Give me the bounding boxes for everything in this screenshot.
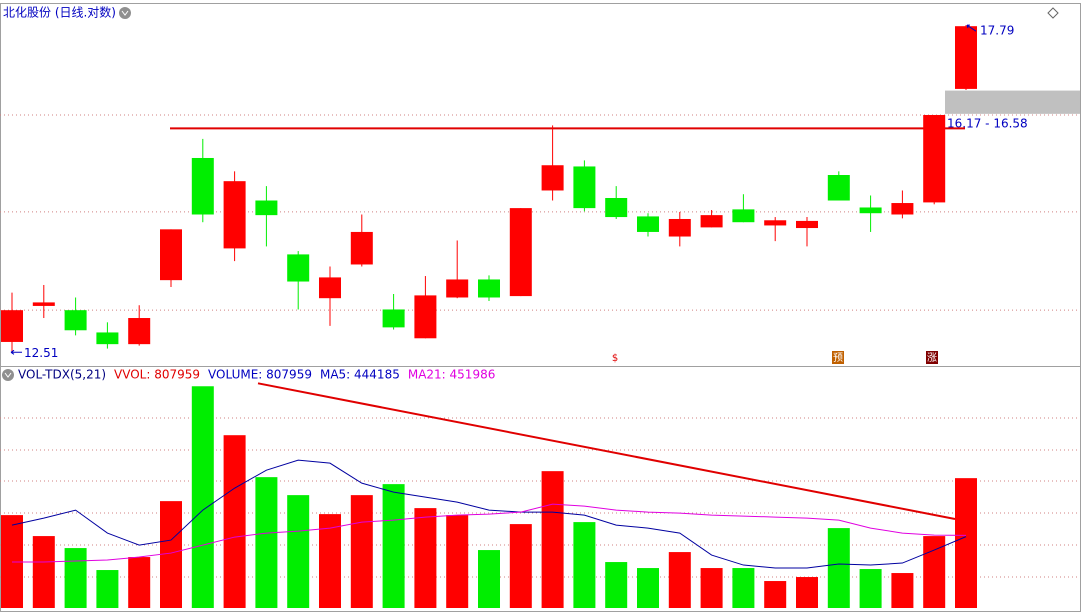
volume-bar (891, 573, 914, 608)
candle-body (796, 220, 818, 229)
candle-body (255, 200, 278, 216)
candle-body (605, 197, 628, 218)
volume-bar (859, 569, 882, 608)
event-marker: 涨 (927, 352, 937, 364)
candle-body (668, 218, 691, 237)
candle-body (223, 181, 246, 249)
high-label: 17.79 (980, 24, 1014, 38)
candle-body (160, 229, 182, 281)
event-marker: 预 (833, 352, 843, 364)
candle-body (96, 332, 119, 345)
gap-label: 16.17 - 16.58 (947, 116, 1028, 130)
candle-body (764, 220, 787, 226)
candle-body (1, 310, 23, 342)
candle-body (955, 26, 977, 89)
volume-bar (764, 581, 787, 608)
legend-entry: VVOL: 807959 (114, 368, 200, 382)
volume-bar (478, 550, 500, 608)
candle-body (923, 115, 946, 203)
chart-title: 北化股份 (日线.对数) (3, 5, 116, 20)
volume-bar (414, 508, 437, 608)
menu-icon[interactable] (119, 7, 131, 19)
frame (0, 3, 1081, 612)
candle-body (732, 209, 755, 223)
legend-entry: VOLUME: 807959 (208, 368, 312, 382)
candle-body (541, 165, 564, 191)
candle-body (319, 277, 341, 299)
volume-bar (509, 524, 532, 608)
candle-body (891, 203, 914, 215)
candle-body (509, 208, 532, 297)
volume-bar (32, 536, 55, 608)
candle-body (64, 310, 87, 331)
menu-icon[interactable] (2, 369, 14, 381)
event-marker: $ (612, 353, 618, 364)
volume-bar (827, 528, 850, 608)
volume-bar (319, 514, 341, 608)
volume-bar (96, 570, 119, 608)
gap-band (945, 90, 1080, 114)
candle-body (128, 318, 151, 345)
low-label: 12.51 (24, 346, 58, 360)
candle-body (700, 215, 723, 228)
volume-bar (350, 495, 373, 608)
candle-body (414, 295, 437, 339)
volume-bar (191, 386, 214, 608)
volume-bar (160, 501, 182, 608)
menu-arrow (121, 10, 129, 16)
volume-bar (223, 435, 246, 608)
volume-trendline (257, 382, 956, 520)
volume-bar (637, 568, 659, 608)
volume-bar (955, 478, 977, 608)
volume-bar (382, 484, 405, 608)
volume-bar (446, 515, 469, 608)
menu-arrow (4, 372, 12, 378)
volume-bar (64, 548, 87, 608)
candle-body (827, 175, 850, 201)
candle-body (446, 279, 469, 298)
low-arrow (10, 349, 22, 355)
panel-title: VOL-TDX(5,21) (18, 368, 106, 382)
event-marker-box (926, 351, 938, 364)
candle-body (573, 166, 596, 209)
diamond-icon[interactable] (1047, 7, 1059, 19)
volume-bar (732, 568, 755, 608)
volume-bar (923, 536, 946, 608)
volume-bar (573, 522, 596, 608)
high-arrow (966, 24, 977, 32)
candle-body (382, 309, 405, 328)
candle-body (350, 231, 373, 265)
ma-line (12, 503, 967, 563)
candle-body (287, 254, 310, 282)
volume-bar (287, 495, 310, 608)
volume-bar (796, 577, 818, 608)
volume-bar (541, 471, 564, 608)
volume-bar (128, 557, 151, 608)
volume-bar (255, 477, 278, 608)
candle-body (859, 207, 882, 214)
candle-body (637, 216, 659, 232)
event-marker-box (832, 351, 844, 364)
legend-entry: MA5: 444185 (320, 368, 400, 382)
legend-entry: MA21: 451986 (408, 368, 496, 382)
volume-bar (668, 552, 691, 608)
volume-bar (605, 562, 628, 608)
candle-body (478, 279, 500, 298)
candle-body (191, 157, 214, 215)
candle-body (32, 302, 55, 306)
volume-bar (700, 568, 723, 608)
ma-line (11, 459, 967, 569)
